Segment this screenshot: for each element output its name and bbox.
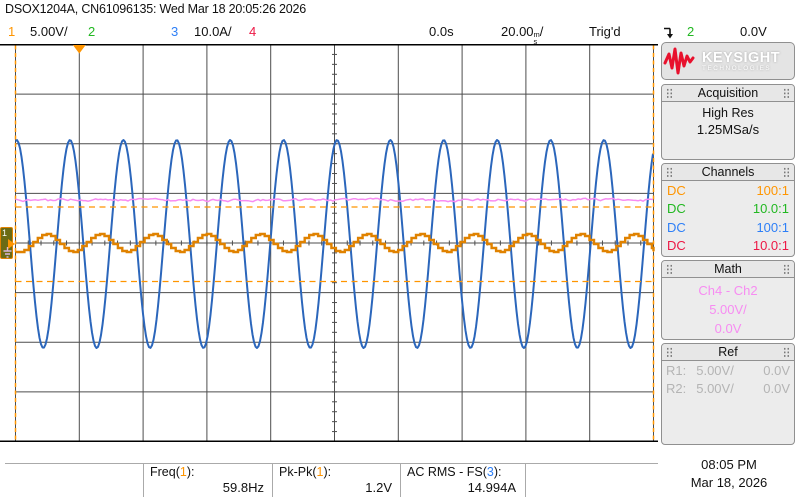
keysight-spark-icon <box>663 47 695 75</box>
channel-4-row[interactable]: DC 10.0:1 <box>667 238 789 254</box>
ref-panel: Ref R1: 5.00V/ 0.0V R2: 5.00V/ 0.0V <box>661 343 795 445</box>
trigger-source[interactable]: 2 <box>687 24 695 39</box>
channels-panel-header[interactable]: Channels <box>662 164 794 181</box>
measurement-acrms[interactable]: AC RMS - FS(3): 14.994A <box>403 465 522 497</box>
channel-3-row[interactable]: DC 100:1 <box>667 219 789 235</box>
logo-sub: TECHNOLOGIES <box>702 64 772 72</box>
clock-date: Mar 18, 2026 <box>690 475 768 490</box>
channel-3-number[interactable]: 3 <box>171 24 179 39</box>
measurement-separator <box>272 464 273 497</box>
ref-1-row[interactable]: R1: 5.00V/ 0.0V <box>666 362 790 378</box>
marker-channel-number: 1 <box>2 228 8 238</box>
channels-panel: Channels DC 100:1 DC 10.0:1 DC 100:1 DC … <box>661 163 795 257</box>
measurement-source-badge: 1 <box>316 465 324 479</box>
channel-1-ground-marker[interactable]: 1 <box>0 227 15 259</box>
measurement-separator <box>143 464 144 497</box>
horizontal-delay[interactable]: 0.0s <box>429 24 454 39</box>
status-row: 1 5.00V/ 2 3 10.0A/ 4 0.0s 20.00 m s / Trig… <box>0 23 800 46</box>
trigger-time-marker-icon[interactable] <box>72 45 86 54</box>
measurement-separator <box>525 464 526 497</box>
measurement-separator <box>400 464 401 497</box>
grip-icon <box>666 167 673 178</box>
trigger-level[interactable]: 0.0V <box>740 24 767 39</box>
instrument-title: DSOX1204A, CN61096135: Wed Mar 18 20:05:… <box>5 2 306 16</box>
measurement-bar-rule <box>5 463 658 464</box>
grip-icon <box>783 167 790 178</box>
channel-1-row[interactable]: DC 100:1 <box>667 182 789 198</box>
channel-2-row[interactable]: DC 10.0:1 <box>667 201 789 217</box>
ground-symbol-icon <box>3 247 12 258</box>
channel-4-number[interactable]: 4 <box>249 24 257 39</box>
waveform-graticule[interactable] <box>0 44 658 443</box>
grip-icon <box>666 88 673 99</box>
clock: 08:05 PM Mar 18, 2026 <box>660 456 798 492</box>
falling-edge-trigger-icon[interactable] <box>662 25 677 43</box>
measurement-value: 14.994A <box>467 480 516 495</box>
grip-icon <box>666 264 673 275</box>
sample-rate: 1.25MSa/s <box>696 122 760 137</box>
channel-1-number[interactable]: 1 <box>8 24 16 39</box>
ref-panel-header[interactable]: Ref <box>662 344 794 361</box>
keysight-logo: KEYSIGHT TECHNOLOGIES <box>661 42 795 80</box>
math-panel-header[interactable]: Math <box>662 261 794 278</box>
trigger-status: Trig'd <box>589 24 621 39</box>
measurement-freq[interactable]: Freq(1): 59.8Hz <box>146 465 270 497</box>
measurement-source-badge: 3 <box>486 465 494 479</box>
measurement-value: 59.8Hz <box>222 480 264 495</box>
math-expression[interactable]: Ch4 - Ch2 <box>698 283 758 298</box>
acquisition-mode: High Res <box>702 106 754 120</box>
math-panel: Math Ch4 - Ch2 5.00V/ 0.0V <box>661 260 795 340</box>
acquisition-panel-header[interactable]: Acquisition <box>662 85 794 102</box>
logo-brand: KEYSIGHT <box>702 49 781 66</box>
marker-arrow-icon <box>8 239 15 249</box>
math-offset[interactable]: 0.0V <box>714 321 742 336</box>
channel-1-scale[interactable]: 5.00V/ <box>30 24 68 39</box>
grip-icon <box>783 347 790 358</box>
grip-icon <box>783 88 790 99</box>
channel-3-scale[interactable]: 10.0A/ <box>194 24 232 39</box>
acquisition-panel: Acquisition High Res 1.25MSa/s <box>661 84 795 160</box>
measurement-value: 1.2V <box>365 480 392 495</box>
timebase[interactable]: 20.00 m s / <box>501 24 544 46</box>
measurement-pkpk[interactable]: Pk-Pk(1): 1.2V <box>275 465 398 497</box>
ref-2-row[interactable]: R2: 5.00V/ 0.0V <box>666 381 790 397</box>
channel-2-number[interactable]: 2 <box>88 24 96 39</box>
grip-icon <box>666 347 673 358</box>
grip-icon <box>783 264 790 275</box>
measurement-source-badge: 1 <box>179 465 187 479</box>
clock-time: 08:05 PM <box>701 457 757 472</box>
math-scale[interactable]: 5.00V/ <box>709 302 747 317</box>
